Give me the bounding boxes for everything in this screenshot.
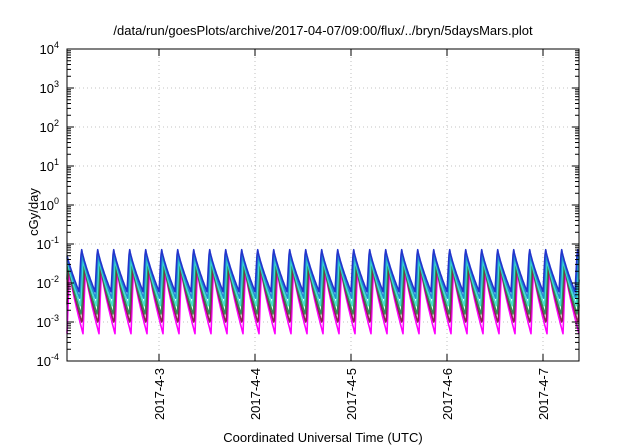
y-axis-label: cGy/day bbox=[26, 188, 41, 236]
y-tick-label: 102 bbox=[40, 118, 59, 135]
y-tick-label: 103 bbox=[40, 79, 59, 96]
y-tick-exponent: 3 bbox=[54, 79, 59, 89]
y-tick-label: 10-3 bbox=[37, 313, 59, 330]
y-tick-exponent: -3 bbox=[51, 313, 59, 323]
x-tick-label: 2017-4-5 bbox=[344, 368, 359, 420]
y-tick-exponent: 1 bbox=[54, 157, 59, 167]
y-tick-label: 10-2 bbox=[37, 274, 59, 291]
y-tick-label: 10-4 bbox=[37, 352, 59, 369]
y-tick-label: 100 bbox=[40, 196, 59, 213]
series-line bbox=[66, 248, 580, 293]
y-tick-exponent: 4 bbox=[54, 40, 59, 50]
series-layer bbox=[66, 248, 580, 335]
x-tick-label: 2017-4-4 bbox=[248, 368, 263, 420]
x-tick-label: 2017-4-7 bbox=[536, 368, 551, 420]
x-tick-label: 2017-4-3 bbox=[152, 368, 167, 420]
y-tick-exponent: 0 bbox=[54, 196, 59, 206]
y-tick-exponent: 2 bbox=[54, 118, 59, 128]
y-tick-exponent: -4 bbox=[51, 352, 59, 362]
y-tick-exponent: -2 bbox=[51, 274, 59, 284]
chart-title: /data/run/goesPlots/archive/2017-04-07/0… bbox=[113, 23, 533, 38]
y-tick-label: 101 bbox=[40, 157, 59, 174]
y-tick-label: 10-1 bbox=[37, 235, 59, 252]
series-line bbox=[66, 263, 580, 315]
x-axis-label: Coordinated Universal Time (UTC) bbox=[223, 430, 422, 445]
x-axis: 2017-4-3 2017-4-4 2017-4-5 2017-4-6 2017-4-7 bbox=[152, 49, 551, 420]
x-tick-label: 2017-4-6 bbox=[440, 368, 455, 420]
y-tick-exponent: -1 bbox=[51, 235, 59, 245]
y-tick-label: 104 bbox=[40, 40, 59, 57]
